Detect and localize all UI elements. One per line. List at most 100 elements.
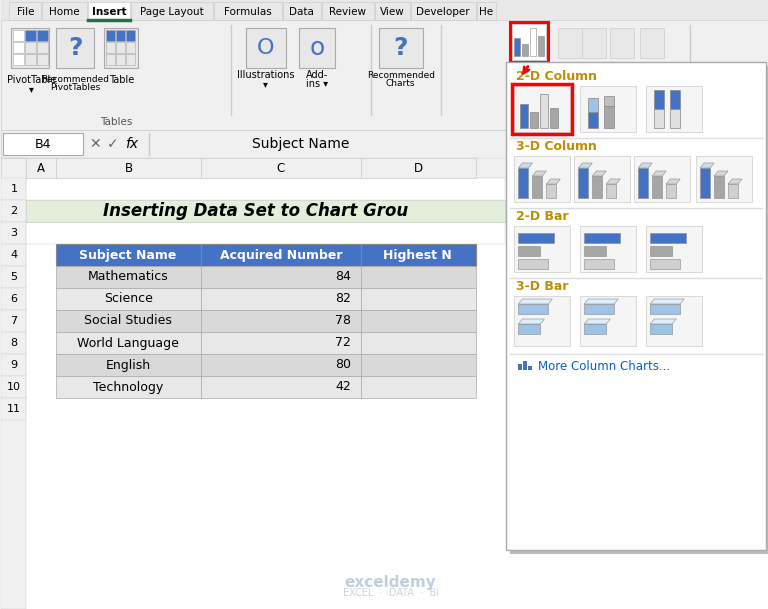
Text: 4: 4	[10, 250, 18, 260]
Polygon shape	[584, 299, 618, 304]
Bar	[299, 28, 335, 68]
Text: Home: Home	[49, 7, 80, 17]
Bar	[201, 244, 361, 266]
Bar	[56, 310, 201, 332]
Bar	[650, 259, 680, 269]
Bar	[2, 332, 26, 354]
Text: PivotTable: PivotTable	[7, 75, 56, 85]
Bar	[546, 184, 556, 198]
Bar	[379, 28, 422, 68]
Text: ?: ?	[393, 36, 408, 60]
Bar	[538, 36, 545, 56]
Bar	[42, 2, 88, 20]
Text: View: View	[380, 7, 405, 17]
Text: 82: 82	[335, 292, 351, 306]
Bar	[2, 0, 768, 20]
Bar	[2, 398, 26, 420]
Bar	[521, 104, 528, 128]
Bar	[13, 30, 25, 41]
Bar	[2, 222, 26, 244]
Text: Developer: Developer	[416, 7, 470, 17]
Bar	[515, 296, 571, 346]
Bar	[650, 233, 686, 243]
Bar	[670, 109, 680, 128]
Bar	[641, 28, 664, 58]
Bar	[106, 30, 115, 41]
Bar	[592, 176, 602, 198]
Text: 80: 80	[335, 359, 351, 371]
Bar	[604, 106, 614, 128]
Bar	[588, 112, 598, 128]
Bar	[541, 94, 548, 128]
Bar	[2, 158, 26, 609]
Text: Formulas: Formulas	[224, 7, 272, 17]
Polygon shape	[532, 171, 546, 176]
Bar	[56, 266, 201, 288]
Polygon shape	[728, 179, 742, 184]
Bar	[106, 54, 115, 65]
Bar	[56, 354, 201, 376]
Bar	[518, 324, 541, 334]
Bar	[126, 54, 135, 65]
Bar	[531, 112, 538, 128]
Bar	[2, 130, 768, 158]
Bar	[714, 176, 724, 198]
Bar	[696, 156, 752, 202]
Bar	[12, 28, 49, 68]
Polygon shape	[606, 179, 621, 184]
Bar	[201, 158, 361, 178]
Text: 72: 72	[335, 337, 351, 350]
Bar	[2, 244, 26, 266]
Bar	[246, 28, 286, 68]
Polygon shape	[638, 163, 652, 168]
Bar	[518, 246, 541, 256]
Bar	[126, 30, 135, 41]
Bar	[518, 168, 528, 198]
Text: B4: B4	[35, 138, 51, 150]
Text: Social Studies: Social Studies	[84, 314, 172, 328]
Bar	[2, 200, 26, 222]
Bar	[2, 354, 26, 376]
Text: 5: 5	[10, 272, 18, 282]
Bar	[666, 184, 676, 198]
Bar	[634, 156, 690, 202]
Bar	[646, 296, 702, 346]
Text: Illustrations: Illustrations	[237, 70, 295, 80]
Text: 9: 9	[10, 360, 18, 370]
Text: Table: Table	[108, 75, 134, 85]
Bar	[38, 30, 48, 41]
Bar	[201, 332, 361, 354]
Bar	[2, 288, 26, 310]
Bar	[201, 266, 361, 288]
Bar	[584, 246, 606, 256]
Bar	[646, 86, 702, 132]
Bar	[611, 28, 634, 58]
Bar	[25, 30, 36, 41]
Text: 2-D Bar: 2-D Bar	[516, 209, 569, 222]
Text: Review: Review	[329, 7, 366, 17]
Bar	[361, 288, 475, 310]
Bar	[56, 28, 94, 68]
Bar	[361, 354, 475, 376]
Polygon shape	[650, 299, 684, 304]
Bar	[528, 366, 532, 370]
Bar	[116, 30, 125, 41]
Bar	[25, 42, 36, 53]
Text: Subject Name: Subject Name	[79, 248, 177, 261]
Bar	[2, 158, 511, 178]
Bar	[411, 2, 475, 20]
Bar	[650, 324, 672, 334]
Bar	[506, 62, 766, 550]
Text: Add-: Add-	[306, 70, 328, 80]
Polygon shape	[666, 179, 680, 184]
Bar	[638, 168, 648, 198]
Text: B: B	[124, 161, 133, 175]
Bar	[201, 376, 361, 398]
Text: Technology: Technology	[93, 381, 164, 393]
Bar	[2, 158, 768, 609]
Bar	[38, 54, 48, 65]
Text: ▾: ▾	[263, 79, 268, 89]
Bar	[558, 28, 582, 58]
Bar	[581, 296, 636, 346]
Bar	[106, 42, 115, 53]
